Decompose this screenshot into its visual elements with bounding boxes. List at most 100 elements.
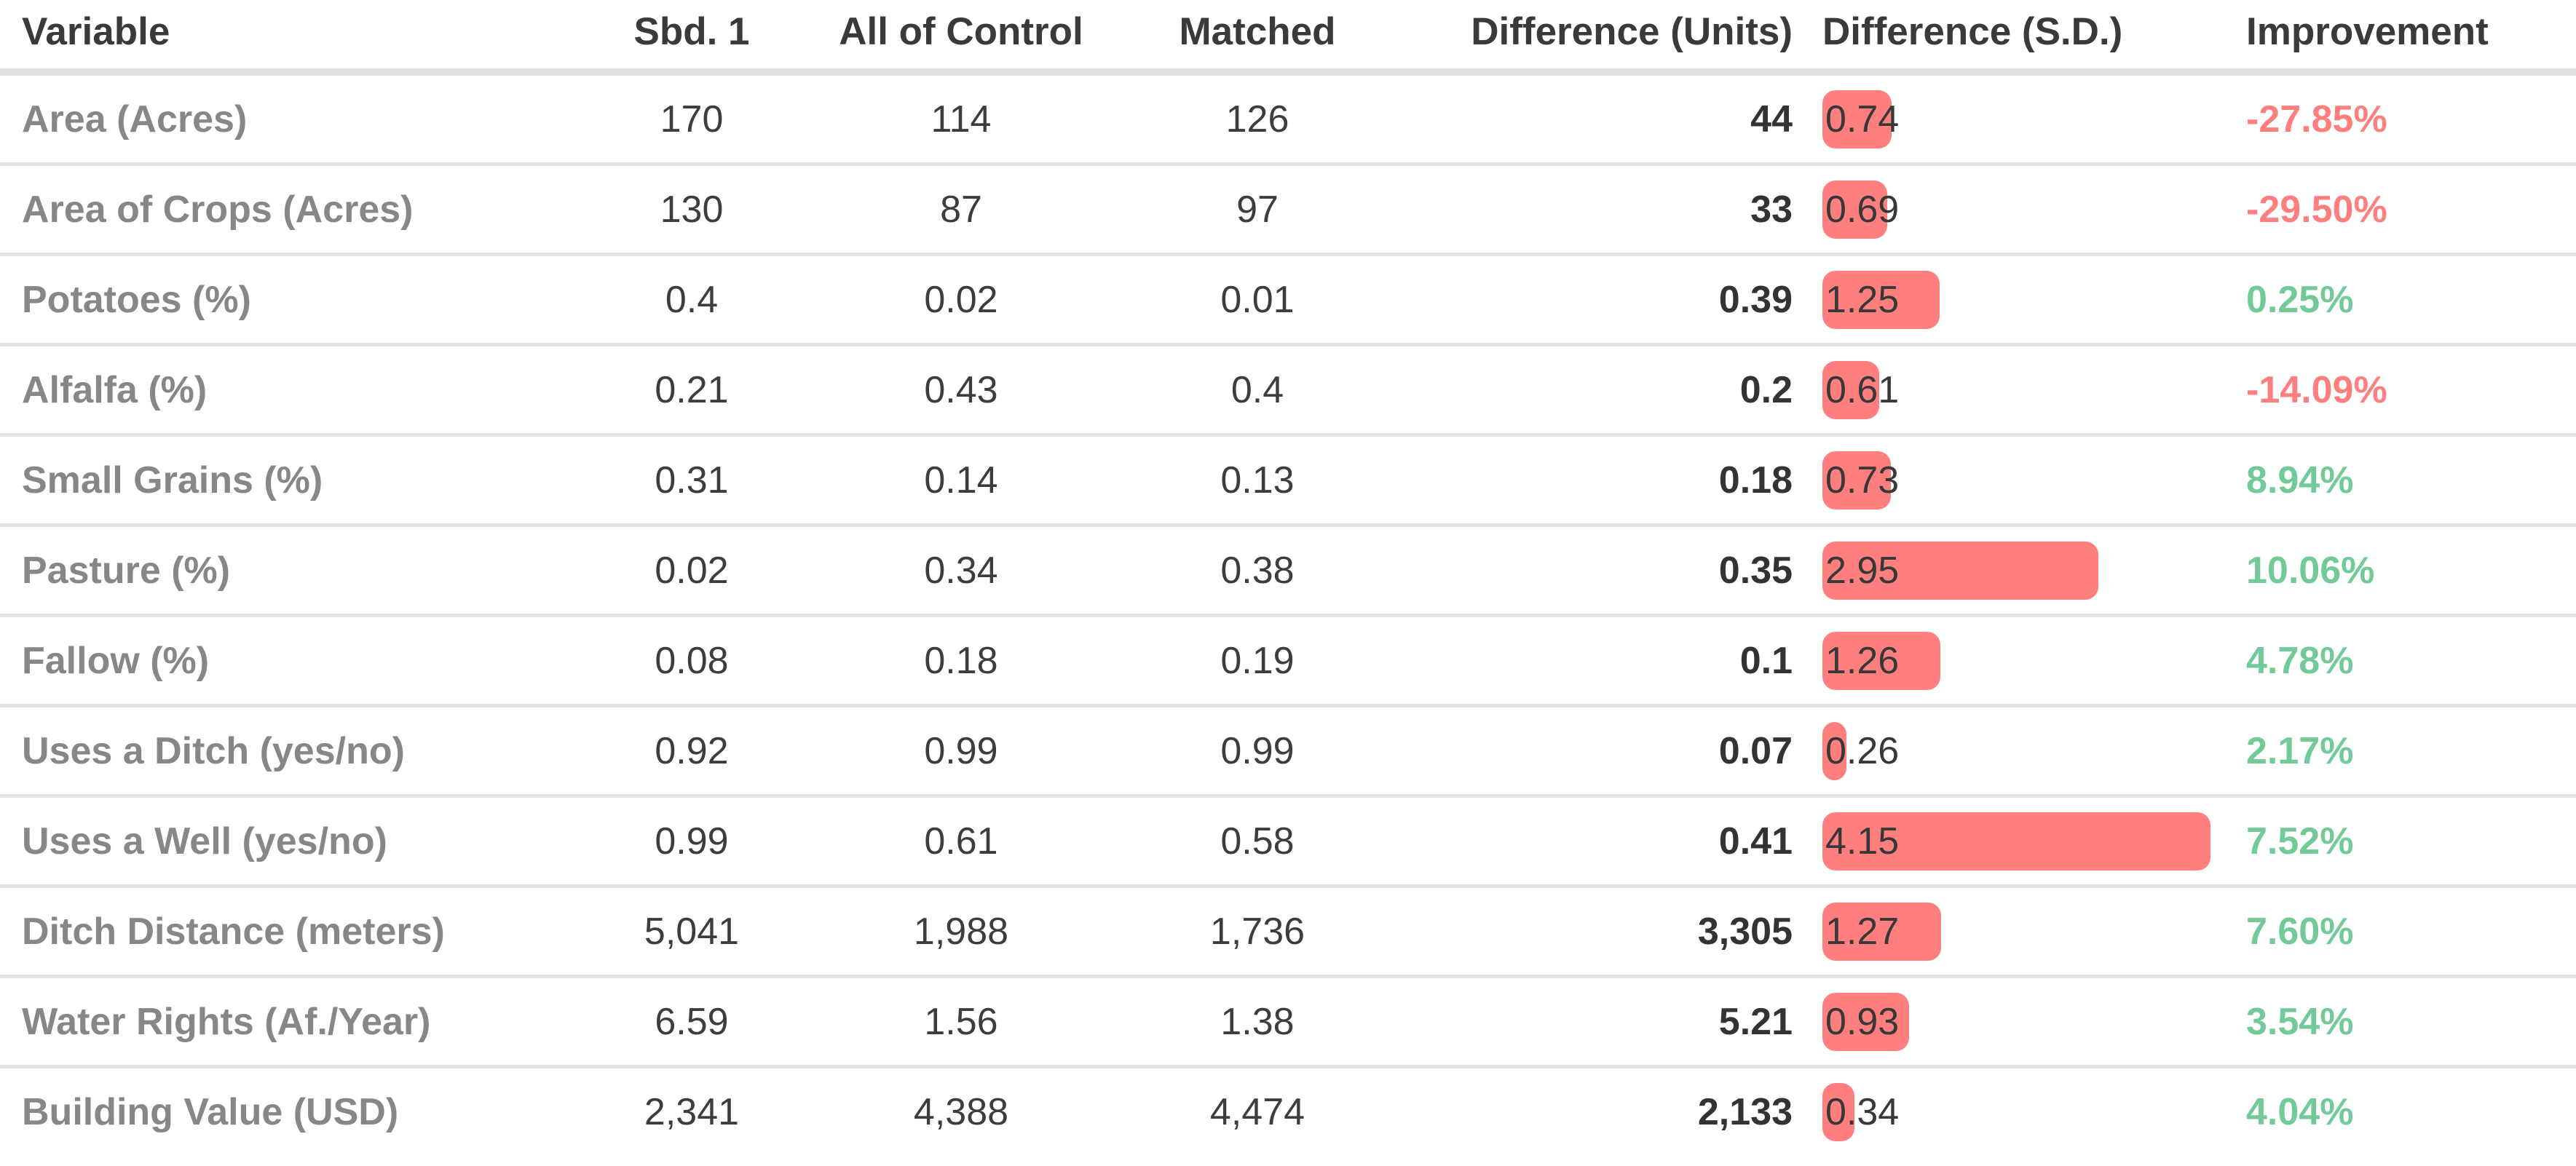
cell-diff-units: 5.21 (1718, 1000, 1793, 1043)
cell-diff-sd: 0.74 (1800, 90, 2243, 148)
cell-improvement: 8.94% (2246, 459, 2354, 501)
cell-matched: 1.38 (1220, 1000, 1295, 1043)
cell-diff-units: 0.2 (1739, 368, 1793, 411)
cell-improvement: 4.78% (2246, 639, 2354, 682)
cell-variable: Water Rights (Af./Year) (22, 1000, 431, 1043)
column-header-matched: Matched (1179, 9, 1336, 53)
cell-variable: Fallow (%) (22, 639, 210, 682)
sd-bar-track: 0.69 (1822, 180, 2243, 239)
cell-diff-sd: 0.69 (1800, 180, 2243, 239)
cell-control: 4,388 (913, 1090, 1009, 1133)
cell-control: 0.43 (924, 368, 998, 411)
sd-bar-value: 0.93 (1825, 1000, 1900, 1043)
column-header-diff_sd: Difference (S.D.) (1822, 9, 2123, 53)
cell-improvement: -27.85% (2246, 98, 2387, 140)
table-row: Uses a Well (yes/no) 0.99 0.61 0.58 0.41 4.15… (0, 798, 2576, 888)
cell-diff-sd: 4.15 (1800, 812, 2243, 870)
cell-improvement: 0.25% (2246, 278, 2354, 321)
cell-sbd1: 6.59 (655, 1000, 729, 1043)
cell-sbd1: 0.92 (655, 729, 729, 772)
sd-bar (1822, 902, 1941, 961)
sd-bar (1822, 270, 1940, 329)
sd-bar (1822, 992, 1909, 1051)
column-header-variable: Variable (22, 9, 170, 53)
table-row: Water Rights (Af./Year) 6.59 1.56 1.38 5.21 0… (0, 978, 2576, 1068)
cell-matched: 0.58 (1220, 820, 1295, 862)
cell-diff-sd: 0.93 (1800, 992, 2243, 1051)
cell-variable: Ditch Distance (meters) (22, 910, 445, 953)
cell-sbd1: 0.99 (655, 820, 729, 862)
cell-diff-sd: 1.25 (1800, 270, 2243, 329)
sd-bar-track: 0.34 (1822, 1082, 2243, 1141)
cell-control: 114 (931, 98, 992, 140)
cell-control: 0.02 (924, 278, 998, 321)
sd-bar-value: 0.74 (1825, 98, 1900, 140)
cell-control: 0.34 (924, 549, 998, 592)
sd-bar-value: 0.34 (1825, 1090, 1900, 1133)
cell-sbd1: 0.31 (655, 459, 729, 501)
cell-sbd1: 0.4 (665, 278, 719, 321)
cell-matched: 0.4 (1230, 368, 1284, 411)
sd-bar-value: 1.26 (1825, 639, 1900, 682)
sd-bar-value: 0.73 (1825, 459, 1900, 501)
sd-bar (1822, 360, 1879, 419)
cell-diff-sd: 0.73 (1800, 451, 2243, 509)
table-row: Building Value (USD) 2,341 4,388 4,474 2,133… (0, 1068, 2576, 1155)
cell-variable: Area of Crops (Acres) (22, 188, 414, 231)
table-row: Pasture (%) 0.02 0.34 0.38 0.35 2.95 10.06% (0, 527, 2576, 617)
table-row: Alfalfa (%) 0.21 0.43 0.4 0.2 0.61 -14.09% (0, 346, 2576, 437)
sd-bar-value: 2.95 (1825, 549, 1900, 592)
sd-bar-value: 1.25 (1825, 278, 1900, 321)
sd-bar (1822, 721, 1846, 780)
sd-bar-value: 4.15 (1825, 820, 1900, 862)
column-header-control: All of Control (839, 9, 1083, 53)
cell-sbd1: 0.21 (655, 368, 729, 411)
sd-bar (1822, 812, 2210, 870)
cell-matched: 4,474 (1209, 1090, 1305, 1133)
cell-sbd1: 0.02 (655, 549, 729, 592)
sd-bar (1822, 541, 2098, 600)
sd-bar-track: 1.27 (1822, 902, 2243, 961)
cell-matched: 126 (1225, 98, 1289, 140)
table-row: Fallow (%) 0.08 0.18 0.19 0.1 1.26 4.78% (0, 617, 2576, 707)
column-header-diff_units: Difference (Units) (1471, 9, 1793, 53)
sd-bar-value: 0.69 (1825, 188, 1900, 231)
cell-control: 0.18 (924, 639, 998, 682)
table-row: Potatoes (%) 0.4 0.02 0.01 0.39 1.25 0.25% (0, 256, 2576, 346)
sd-bar-track: 4.15 (1822, 812, 2243, 870)
sd-bar (1822, 180, 1887, 239)
cell-diff-units: 0.18 (1718, 459, 1793, 501)
cell-improvement: 2.17% (2246, 729, 2354, 772)
sd-bar-track: 0.73 (1822, 451, 2243, 509)
cell-diff-sd: 1.27 (1800, 902, 2243, 961)
cell-matched: 1,736 (1209, 910, 1305, 953)
cell-control: 1,988 (913, 910, 1009, 953)
cell-matched: 0.99 (1220, 729, 1295, 772)
cell-improvement: -29.50% (2246, 188, 2387, 231)
sd-bar-track: 0.26 (1822, 721, 2243, 780)
cell-variable: Building Value (USD) (22, 1090, 399, 1133)
table-row: Uses a Ditch (yes/no) 0.92 0.99 0.99 0.07 0.2… (0, 707, 2576, 798)
sd-bar-track: 0.74 (1822, 90, 2243, 148)
cell-diff-sd: 2.95 (1800, 541, 2243, 600)
cell-diff-sd: 0.61 (1800, 360, 2243, 419)
table-row: Small Grains (%) 0.31 0.14 0.13 0.18 0.73 8.94… (0, 437, 2576, 527)
sd-bar (1822, 451, 1891, 509)
cell-matched: 0.01 (1220, 278, 1295, 321)
sd-bar-track: 2.95 (1822, 541, 2243, 600)
cell-improvement: 7.60% (2246, 910, 2354, 953)
sd-bar (1822, 90, 1892, 148)
cell-matched: 0.13 (1220, 459, 1295, 501)
cell-diff-units: 0.07 (1718, 729, 1793, 772)
cell-control: 0.14 (924, 459, 998, 501)
cell-diff-sd: 0.34 (1800, 1082, 2243, 1141)
sd-bar-value: 0.61 (1825, 368, 1900, 411)
cell-variable: Uses a Ditch (yes/no) (22, 729, 405, 772)
cell-diff-units: 0.39 (1718, 278, 1793, 321)
cell-matched: 0.19 (1220, 639, 1295, 682)
table-row: Area (Acres) 170 114 126 44 0.74 -27.85% (0, 76, 2576, 166)
table-body: Area (Acres) 170 114 126 44 0.74 -27.85% Area o… (0, 76, 2576, 1155)
cell-sbd1: 0.08 (655, 639, 729, 682)
column-header-improvement: Improvement (2246, 9, 2489, 53)
